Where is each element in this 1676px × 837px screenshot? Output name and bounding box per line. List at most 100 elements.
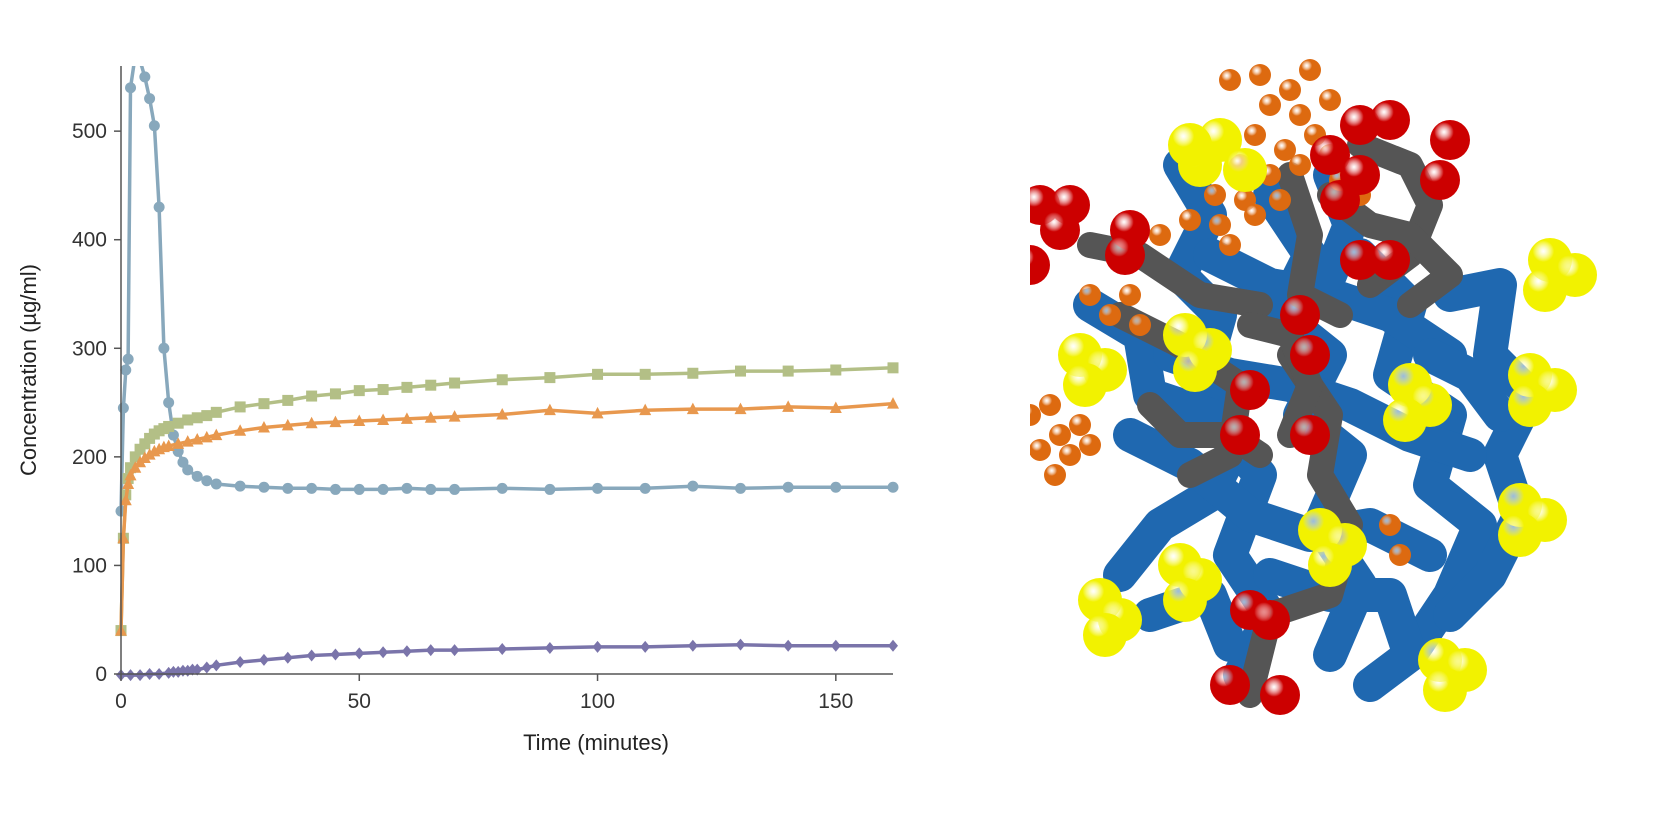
data-point — [401, 645, 412, 658]
data-point — [329, 415, 342, 428]
x-axis-title: Time (minutes) — [523, 730, 669, 755]
data-point — [282, 394, 294, 406]
oxygen-atom — [1260, 675, 1300, 715]
drug-atom — [1079, 434, 1101, 456]
data-point — [122, 353, 134, 365]
data-point — [353, 483, 365, 495]
data-point — [158, 342, 170, 354]
series-circle — [115, 66, 899, 517]
data-point — [687, 367, 699, 379]
oxygen-atom — [1370, 100, 1410, 140]
data-point — [162, 439, 175, 451]
oxygen-atom — [1340, 105, 1380, 145]
data-point — [181, 435, 194, 447]
data-point — [424, 411, 437, 423]
drug-atom — [1244, 204, 1266, 226]
drug-atom — [1299, 59, 1321, 81]
x-ticks: 0 50 100 150 — [115, 674, 853, 713]
data-point — [200, 430, 213, 443]
drug-atom — [1030, 404, 1041, 426]
data-point — [135, 669, 146, 682]
data-point — [201, 475, 213, 487]
y-axis-title: Concentration (µg/ml) — [16, 264, 41, 476]
plot-area — [115, 66, 899, 682]
oxygen-atom — [1420, 160, 1460, 200]
data-point — [281, 418, 294, 431]
sulfur-atom — [1083, 613, 1127, 657]
data-point — [829, 401, 842, 413]
drug-atom — [1269, 189, 1291, 211]
data-point — [330, 648, 341, 661]
data-point — [687, 639, 698, 652]
sulfur-atom — [1508, 383, 1552, 427]
data-point — [182, 464, 194, 476]
data-point — [592, 482, 604, 494]
drug-atom — [1289, 154, 1311, 176]
data-point — [830, 639, 841, 652]
drug-atom — [1249, 64, 1271, 86]
data-point — [211, 659, 222, 672]
backbone-strand — [1193, 238, 1467, 372]
data-point — [306, 390, 318, 402]
y-ticks: 0 100 200 300 400 500 — [72, 120, 121, 686]
data-point — [639, 403, 652, 416]
data-point — [234, 480, 246, 492]
drug-atom — [1079, 284, 1101, 306]
data-point — [234, 401, 246, 413]
data-point — [257, 421, 270, 433]
data-point — [401, 381, 413, 393]
data-point — [139, 71, 151, 83]
x-tick-label: 100 — [580, 690, 615, 713]
data-point — [782, 481, 794, 493]
data-point — [201, 410, 213, 422]
data-point — [306, 482, 318, 494]
data-point — [305, 416, 318, 429]
data-point — [282, 482, 294, 494]
data-point — [125, 82, 137, 94]
data-point — [449, 483, 461, 495]
y-tick-label: 0 — [95, 663, 107, 686]
data-point — [544, 483, 556, 495]
data-point — [235, 656, 246, 669]
data-point — [353, 414, 366, 427]
drug-atom — [1219, 234, 1241, 256]
data-point — [377, 413, 390, 425]
data-point — [496, 482, 508, 494]
data-point — [210, 428, 223, 441]
data-point — [543, 403, 556, 416]
data-point — [449, 644, 460, 657]
data-point — [258, 481, 270, 493]
series-line — [119, 401, 894, 631]
data-point — [887, 362, 899, 374]
data-point — [449, 377, 461, 389]
data-point — [401, 482, 413, 494]
sulfur-atom — [1168, 123, 1212, 167]
drug-atom — [1179, 209, 1201, 231]
data-point — [377, 384, 389, 396]
drug-atom — [1289, 104, 1311, 126]
oxygen-atom — [1290, 415, 1330, 455]
drug-atom — [1379, 514, 1401, 536]
data-point — [117, 402, 129, 414]
data-point — [496, 408, 509, 420]
drug-atom — [1069, 414, 1091, 436]
data-point — [782, 400, 795, 412]
y-tick-label: 300 — [72, 337, 107, 360]
data-point — [192, 663, 203, 676]
x-tick-label: 150 — [818, 690, 853, 713]
drug-atom — [1259, 94, 1281, 116]
data-point — [119, 493, 132, 506]
oxygen-atom — [1230, 370, 1270, 410]
data-point — [191, 432, 204, 445]
backbone-strand — [1113, 418, 1447, 572]
drug-atom — [1059, 444, 1081, 466]
data-point — [139, 66, 141, 67]
data-point — [125, 669, 136, 682]
series-diamond — [116, 638, 898, 682]
data-point — [425, 483, 437, 495]
drug-atom — [1129, 314, 1151, 336]
backbone-strand — [1433, 268, 1547, 632]
data-point — [496, 374, 508, 386]
series-triangle — [115, 397, 899, 636]
data-point — [210, 478, 222, 490]
